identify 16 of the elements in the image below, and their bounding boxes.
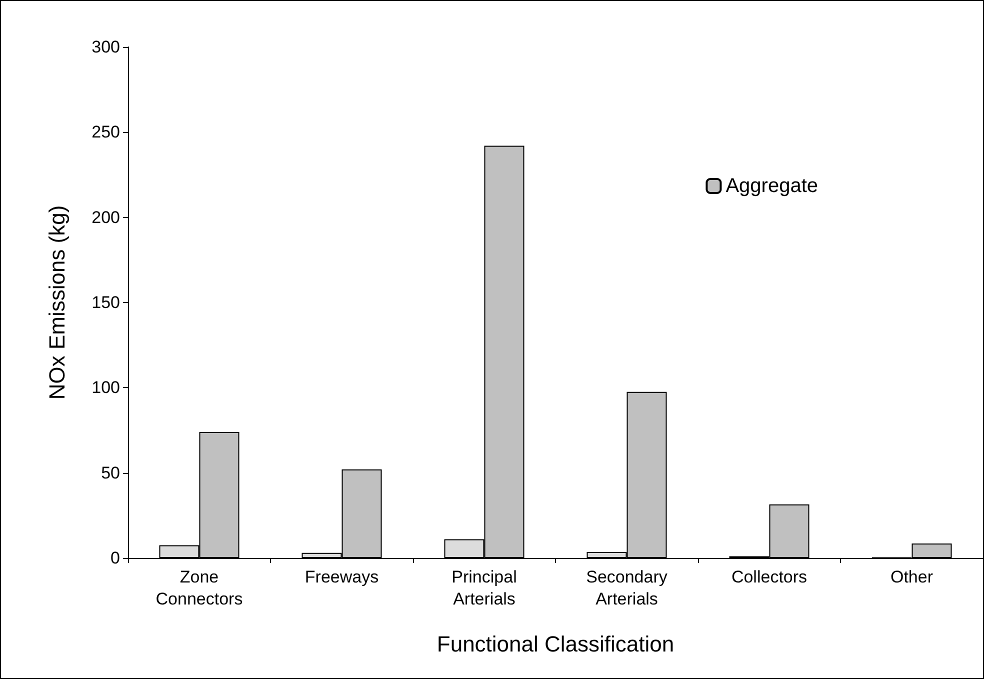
x-tick-label: Freeways	[304, 568, 379, 586]
y-tick-label: 50	[101, 463, 120, 482]
x-tick-label: Collectors	[731, 568, 808, 586]
x-axis-title: Functional Classification	[436, 632, 674, 656]
y-tick-label: 250	[92, 122, 120, 142]
y-axis-title: NOx Emissions (kg)	[44, 205, 70, 400]
x-tick-label: Secondary Arterials	[586, 568, 668, 608]
x-tick-label: Zone Connectors	[156, 568, 243, 608]
legend-label: Aggregate	[726, 175, 818, 197]
y-tick-label: 300	[92, 38, 120, 56]
y-tick-label: 0	[110, 548, 120, 568]
y-tick-label: 200	[92, 208, 120, 227]
y-tick-label: 150	[92, 293, 120, 312]
x-tick-label: Principal Arterials	[452, 568, 517, 608]
y-tick-label: 100	[92, 378, 120, 398]
x-tick-label: Other	[890, 568, 934, 586]
